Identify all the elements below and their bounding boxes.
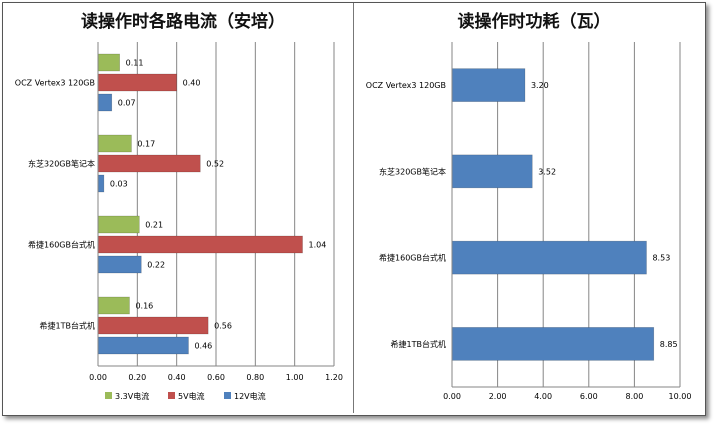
c1-bar xyxy=(97,336,189,355)
c1-bar xyxy=(97,255,142,274)
c1-legend-label: 12V电流 xyxy=(234,391,266,401)
c2-bar xyxy=(451,240,647,275)
c1-legend-swatch xyxy=(224,392,231,399)
c1-tick-label: 0.20 xyxy=(128,373,146,382)
c2-data-label: 8.53 xyxy=(652,254,670,263)
c1-bar xyxy=(97,154,201,173)
c1-bar xyxy=(97,316,209,335)
c1-tick-label: 0.80 xyxy=(246,373,264,382)
c2-data-label: 8.85 xyxy=(660,340,678,349)
c1-data-label: 0.52 xyxy=(206,160,224,169)
c2-tick-label: 6.00 xyxy=(580,392,598,401)
c1-legend-swatch xyxy=(168,392,175,399)
c1-data-label: 0.56 xyxy=(214,322,232,331)
c1-tick-label: 1.20 xyxy=(325,373,343,382)
c2-category-label: 东芝320GB笔记本 xyxy=(379,166,446,176)
c1-category-label: 东芝320GB笔记本 xyxy=(28,159,95,169)
c1-bar xyxy=(97,53,120,72)
c1-data-label: 1.04 xyxy=(309,241,327,250)
c2-bar xyxy=(451,68,526,102)
c1-legend-label: 3.3V电流 xyxy=(115,391,149,401)
c1-data-label: 0.40 xyxy=(183,79,201,88)
c2-title: 读操作时功耗（瓦） xyxy=(458,11,611,32)
c2-bar xyxy=(451,154,533,189)
c1-bar xyxy=(97,174,105,193)
c2-tick-label: 4.00 xyxy=(534,392,552,401)
c2-tick-label: 2.00 xyxy=(489,392,507,401)
c1-tick-label: 0.40 xyxy=(168,373,186,382)
c1-bar xyxy=(97,235,303,254)
c2-tick-label: 10.00 xyxy=(669,392,692,401)
c1-data-label: 0.07 xyxy=(118,99,136,108)
c1-bar xyxy=(97,215,140,234)
panel-divider xyxy=(353,3,354,413)
c2-category-label: 希捷1TB台式机 xyxy=(391,339,446,349)
c2-tick-label: 0.00 xyxy=(443,392,461,401)
c1-data-label: 0.17 xyxy=(137,140,155,149)
c1-legend-label: 5V电流 xyxy=(178,391,205,401)
c1-data-label: 0.03 xyxy=(110,180,128,189)
c1-legend-swatch xyxy=(105,392,112,399)
c1-bar xyxy=(97,93,113,112)
c1-data-label: 0.16 xyxy=(135,302,153,311)
c1-title: 读操作时各路电流（安培） xyxy=(81,11,285,32)
c1-data-label: 0.11 xyxy=(126,59,144,68)
c1-data-label: 0.46 xyxy=(194,342,212,351)
c2-data-label: 3.52 xyxy=(538,167,556,176)
c1-tick-label: 0.00 xyxy=(89,373,107,382)
c1-category-label: 希捷160GB台式机 xyxy=(28,240,95,250)
c1-data-label: 0.21 xyxy=(145,221,163,230)
c2-tick-label: 8.00 xyxy=(625,392,643,401)
c2-data-label: 3.20 xyxy=(531,81,549,90)
c1-tick-label: 0.60 xyxy=(207,373,225,382)
c1-category-label: 希捷1TB台式机 xyxy=(40,321,95,331)
c1-data-label: 0.22 xyxy=(147,261,165,270)
c1-bar xyxy=(97,134,132,153)
c1-bar xyxy=(97,296,130,315)
c1-bar xyxy=(97,73,177,92)
c2-bar xyxy=(451,327,655,361)
c2-category-label: 希捷160GB台式机 xyxy=(379,253,446,263)
c1-tick-label: 1.00 xyxy=(286,373,304,382)
c2-category-label: OCZ Vertex3 120GB xyxy=(366,81,446,90)
c1-category-label: OCZ Vertex3 120GB xyxy=(15,79,95,88)
